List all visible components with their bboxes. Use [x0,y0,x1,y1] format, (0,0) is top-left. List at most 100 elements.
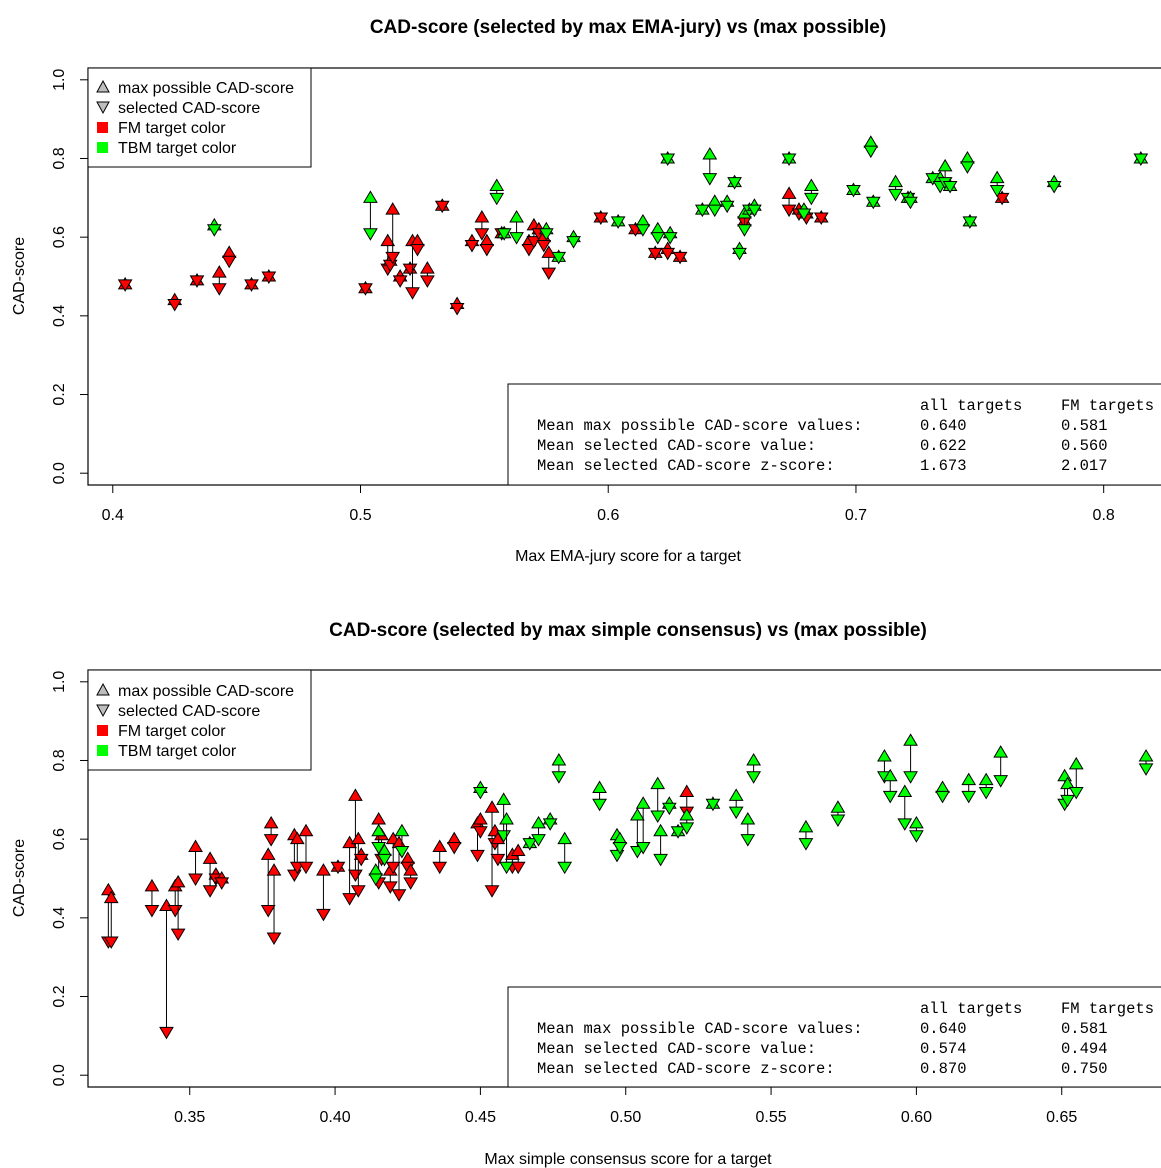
legend-label: selected CAD-score [118,100,260,117]
selected-point [410,243,425,257]
y-tick-label: 0.6 [51,226,68,248]
max-possible-point [266,863,282,876]
selected-point [144,904,160,918]
selected-point [557,861,573,875]
max-possible-point [702,147,718,160]
selected-point [536,240,552,253]
selected-point [803,192,819,206]
legend-fm-swatch [97,725,108,736]
selected-point [170,928,186,942]
x-tick-label: 0.8 [1093,507,1115,524]
max-possible-point [781,186,797,199]
max-possible-point [289,831,305,845]
selected-point [392,275,408,288]
selected-point [1138,763,1154,776]
selected-point [470,849,485,863]
legend-triangle-up-icon [96,682,110,696]
legend-box [87,669,312,771]
max-possible-point [679,784,695,797]
selected-point [350,885,366,898]
stats-header-all: all targets [920,397,1022,415]
stats-row-label: Mean max possible CAD-score values: [537,417,863,435]
selected-point [479,243,495,257]
selected-point [499,861,514,875]
selected-point [1133,153,1149,166]
max-possible-point [877,749,892,762]
selected-point [405,287,420,300]
max-possible-point [363,190,378,203]
stats-header-fm: FM targets [1061,397,1154,415]
y-tick-label: 0.2 [51,383,68,405]
max-possible-point [1057,768,1073,782]
max-possible-point [371,823,387,837]
stats-value: 0.870 [920,1060,967,1078]
selected-point [1060,794,1075,808]
max-possible-point [100,882,116,896]
chart-title: CAD-score (selected by max EMA-jury) vs … [370,17,886,38]
selected-point [377,853,392,867]
max-possible-point [531,815,546,829]
max-possible-point [740,812,756,825]
y-tick-label: 1.0 [51,69,68,91]
selected-point [286,869,302,883]
selected-point [865,196,881,210]
stats-row-label: Mean selected CAD-score z-score: [537,457,835,475]
max-possible-point [557,831,573,845]
stats-value: 0.581 [1061,1020,1108,1038]
max-possible-point [446,831,462,845]
data-marks [117,135,1149,316]
selected-point [727,177,742,190]
selected-point [394,845,410,859]
max-possible-point [935,780,950,794]
selected-point [167,299,183,312]
selected-point [363,228,378,241]
selected-point [510,861,526,875]
selected-point [781,153,797,166]
max-possible-point [592,780,607,794]
max-possible-point [144,878,160,892]
selected-point [1068,786,1084,800]
max-possible-point [510,843,526,856]
max-possible-point [989,170,1005,184]
selected-point [449,302,465,316]
selected-point [391,889,407,902]
max-possible-point [170,874,186,888]
selected-point [897,818,913,831]
selected-point [330,861,346,875]
x-tick-label: 0.35 [174,1109,205,1126]
max-possible-point [629,808,645,821]
stats-value: 0.494 [1061,1040,1108,1058]
legend-label: selected CAD-score [118,703,260,720]
selected-point [610,216,626,229]
selected-point [662,232,678,245]
selected-point [551,771,567,784]
selected-point [1046,181,1062,194]
selected-point [737,224,752,237]
max-possible-point [635,796,651,809]
legend-triangle-up-icon [96,79,110,93]
selected-point [473,786,488,800]
selected-point [863,145,879,159]
x-tick-label: 0.45 [465,1109,496,1126]
selected-point [670,826,686,839]
y-tick-label: 0.4 [51,305,68,327]
legend-label: TBM target color [118,140,237,157]
selected-point [244,279,259,292]
selected-point [348,869,363,883]
selected-point [202,885,218,898]
y-tick-label: 0.4 [51,907,68,929]
y-tick-label: 0.6 [51,828,68,850]
selected-point [846,184,861,198]
max-possible-point [368,863,384,876]
max-possible-point [489,178,505,192]
selected-point [592,798,607,812]
max-possible-point [103,890,119,904]
selected-point [909,830,924,843]
x-tick-label: 0.50 [610,1109,641,1126]
selected-point [798,838,814,851]
selected-point [206,224,222,237]
selected-point [474,228,490,241]
stats-value: 0.574 [920,1040,967,1058]
selected-point [353,853,369,867]
stats-value: 1.673 [920,457,967,475]
